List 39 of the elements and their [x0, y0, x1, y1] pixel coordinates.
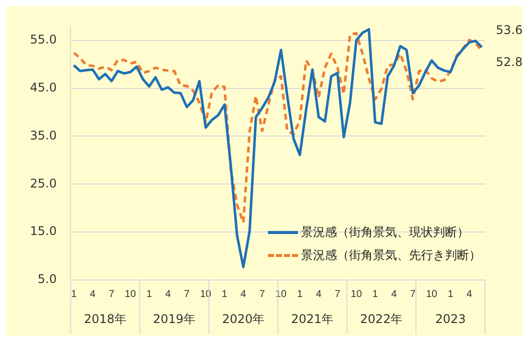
y-tick-label: 5.0 [38, 272, 57, 286]
y-tick-label: 25.0 [30, 176, 57, 190]
x-tick-label: 4 [466, 288, 473, 300]
x-tick-label: 1 [71, 288, 78, 300]
x-tick-label: 4 [90, 288, 96, 300]
text: 2019年 [153, 312, 196, 326]
x-tick-label: 4 [391, 288, 398, 300]
x-tick-label: 7 [108, 288, 115, 300]
legend-label: 景況感（街角景気、現状判断） [301, 224, 469, 241]
x-tick-label: 4 [240, 288, 247, 300]
text: 2020年 [222, 312, 265, 326]
line-series [72, 32, 484, 224]
x-tick-label: 1 [146, 288, 152, 300]
y-tick-label: 45.0 [30, 80, 57, 94]
x-tick-label: 1 [222, 288, 228, 300]
legend-label: 景況感（街角景気、先行き判断） [301, 247, 481, 264]
text: 2021年 [291, 312, 334, 326]
x-tick-label: 7 [184, 288, 190, 300]
text: 2018年 [84, 312, 127, 326]
data-label: 52.8 [496, 55, 523, 70]
x-tick-label: 10 [200, 288, 212, 300]
x-tick-label: 1 [372, 288, 378, 300]
y-tick-label: 55.0 [30, 32, 57, 46]
x-tick-label: 1 [297, 288, 304, 300]
x-tick-label: 1 [448, 288, 454, 300]
text: 2022年 [360, 312, 403, 326]
text: 2023 [435, 312, 466, 326]
y-tick-label: 15.0 [30, 224, 57, 238]
x-tick-label: 7 [334, 288, 341, 300]
x-tick-label: 10 [426, 288, 438, 300]
x-tick-label: 4 [165, 288, 172, 300]
x-tick-label: 4 [316, 288, 322, 300]
x-tick-label: 10 [275, 288, 287, 300]
y-tick-label: 35.0 [30, 128, 57, 142]
x-tick-label: 7 [259, 288, 266, 300]
x-tick-label: 10 [124, 288, 136, 300]
x-tick-label: 10 [350, 288, 362, 300]
x-tick-label: 7 [410, 288, 416, 300]
data-label: 53.6 [496, 23, 523, 38]
